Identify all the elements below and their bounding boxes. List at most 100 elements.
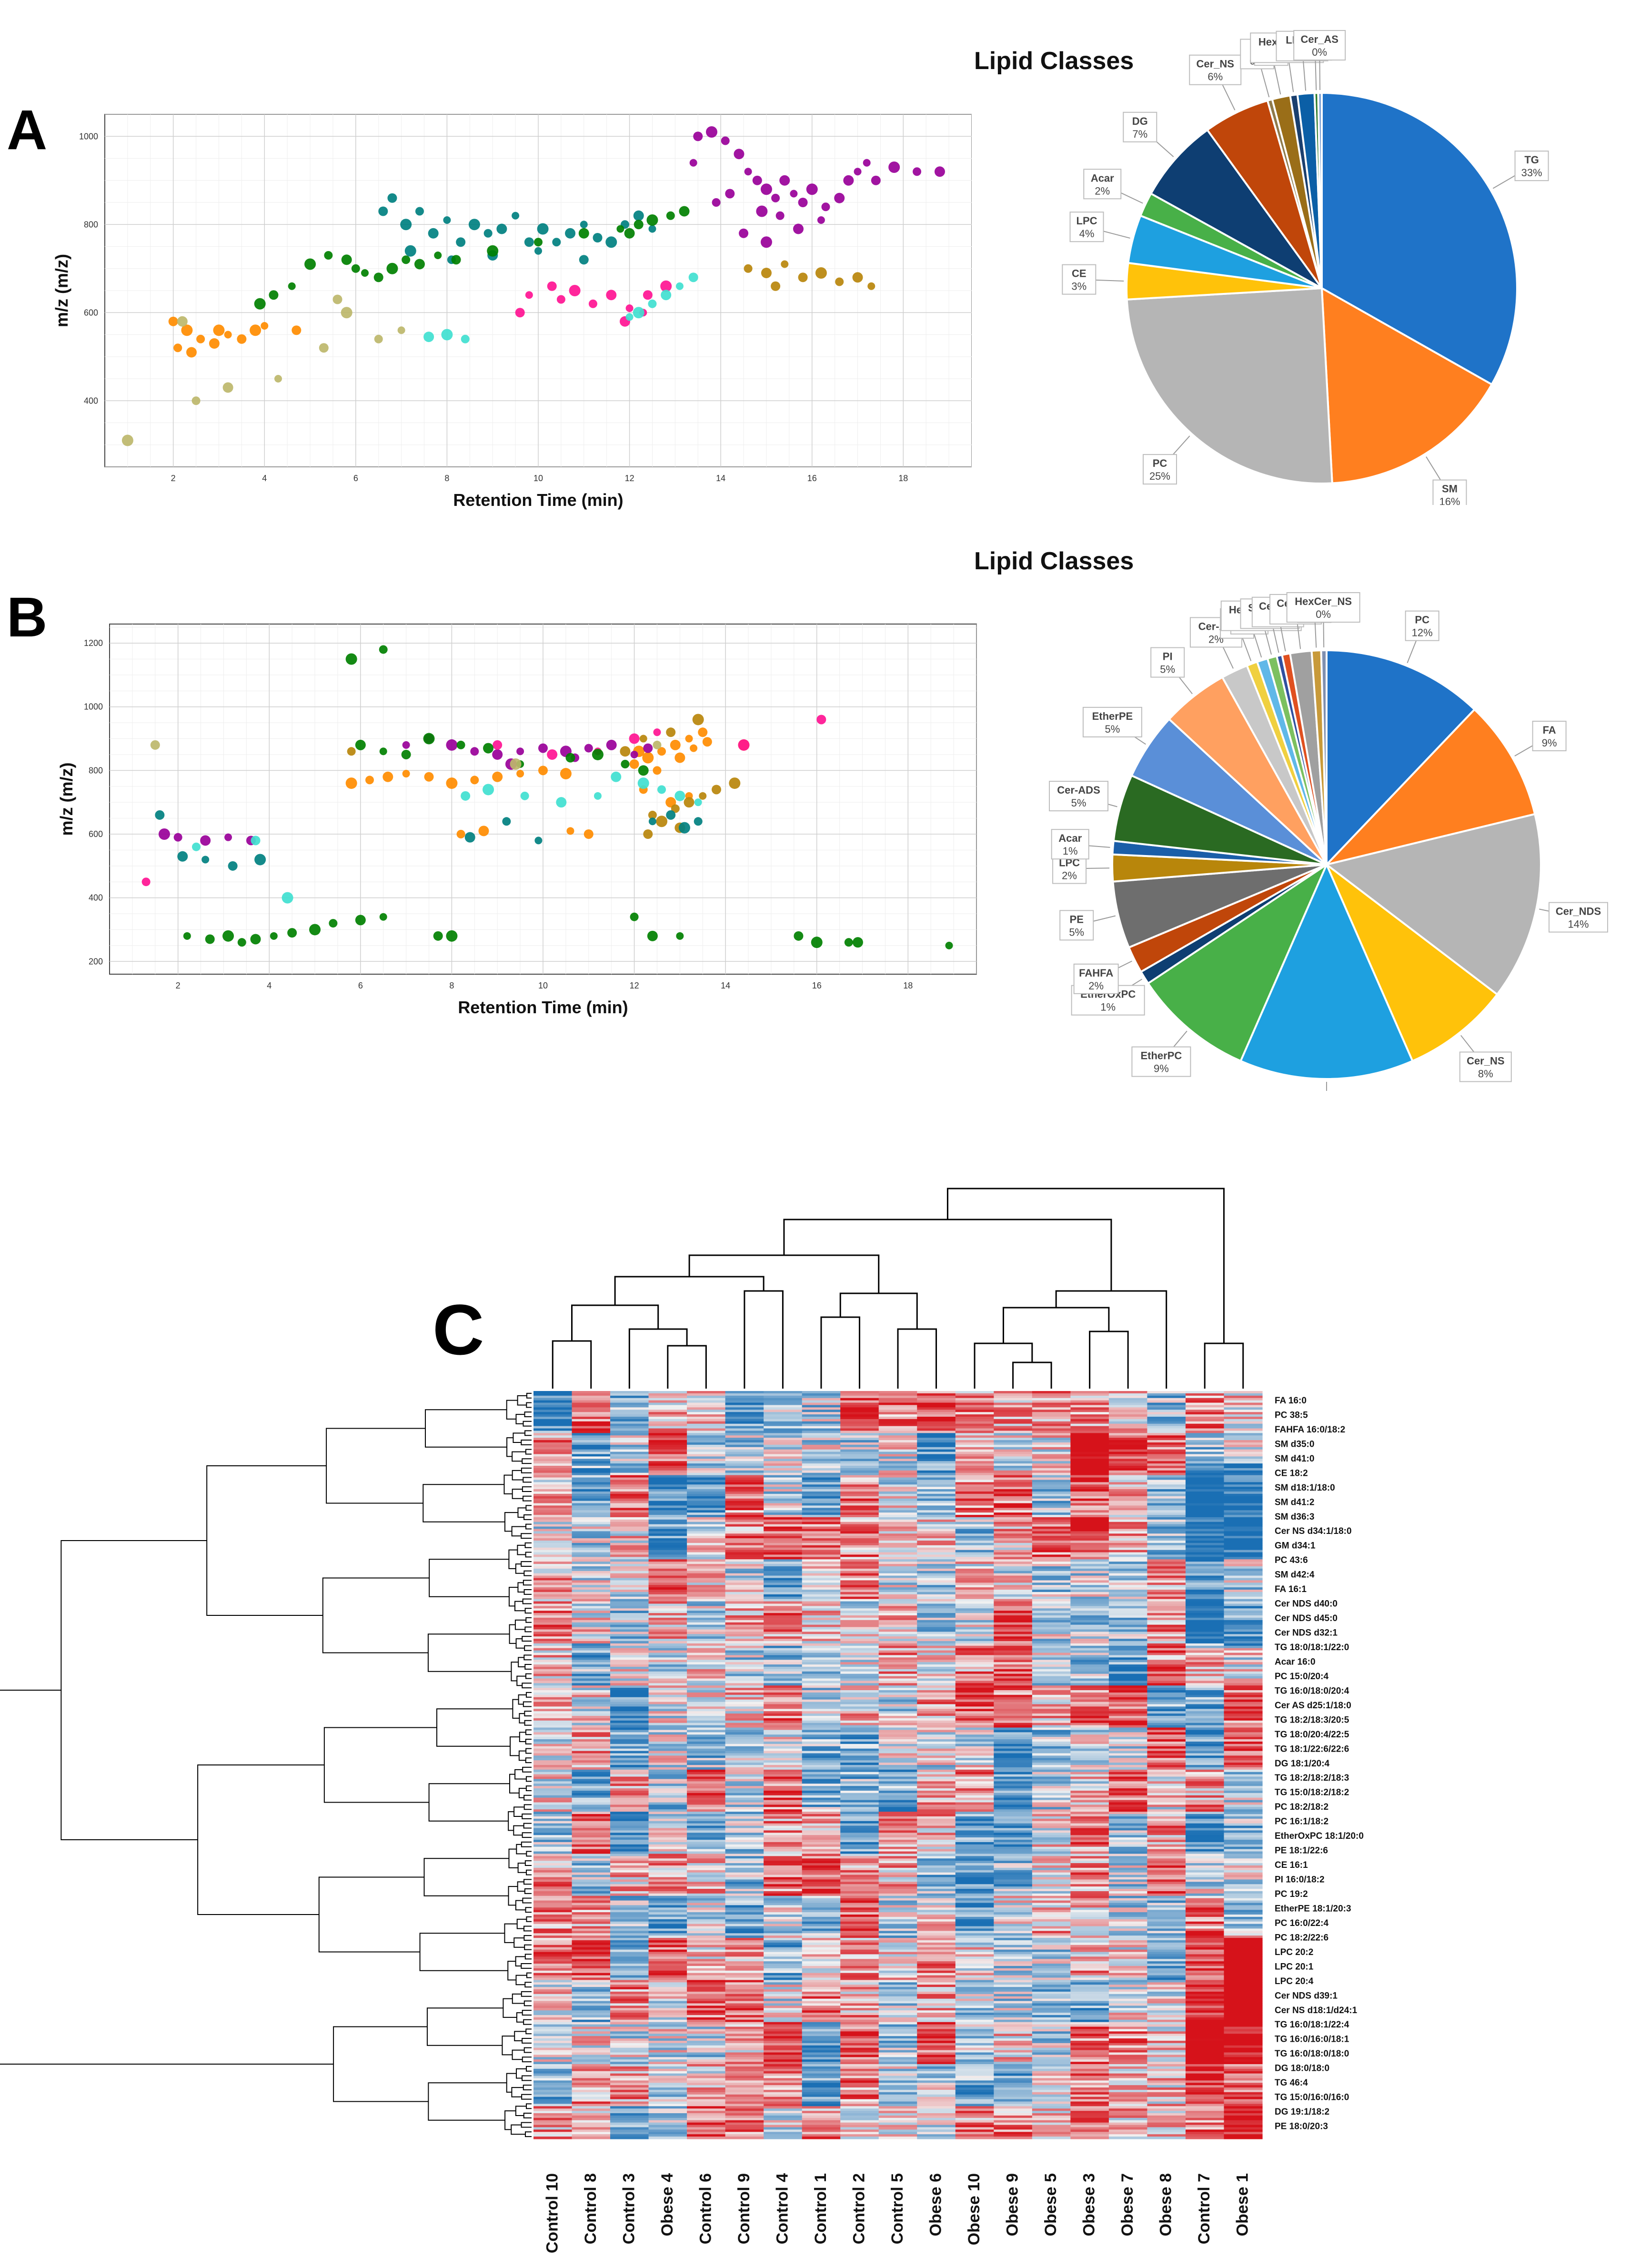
heatmap-cell bbox=[802, 1961, 841, 1964]
heatmap-cell bbox=[687, 1916, 726, 1920]
heatmap-cell bbox=[1032, 1797, 1071, 1801]
heatmap-cell bbox=[878, 1583, 917, 1585]
heatmap-cell bbox=[1032, 1660, 1071, 1663]
heatmap-cell bbox=[878, 1748, 917, 1752]
heatmap-cell bbox=[533, 1949, 573, 1953]
data-point-cer-ads bbox=[464, 832, 475, 843]
heatmap-cell bbox=[725, 1395, 764, 1399]
heatmap-cell bbox=[917, 1718, 956, 1721]
heatmap-cell bbox=[802, 1870, 841, 1873]
heatmap-cell bbox=[878, 1760, 917, 1763]
heatmap-cell bbox=[802, 1926, 841, 1929]
heatmap-cell bbox=[955, 1400, 994, 1403]
heatmap-cell bbox=[725, 1797, 764, 1801]
heatmap-cell bbox=[687, 1830, 726, 1833]
heatmap-cell bbox=[840, 1840, 879, 1843]
heatmap-cell bbox=[533, 2059, 573, 2062]
heatmap-cell bbox=[572, 1493, 611, 1497]
heatmap-cell bbox=[840, 1837, 879, 1840]
heatmap-cell bbox=[648, 1402, 687, 1406]
heatmap-cell bbox=[802, 1875, 841, 1878]
heatmap-cell bbox=[725, 1461, 764, 1464]
heatmap-cell bbox=[917, 1797, 956, 1801]
heatmap-cell bbox=[878, 1592, 917, 1595]
heatmap-cell bbox=[994, 2089, 1033, 2093]
heatmap-cell bbox=[878, 2026, 917, 2030]
heatmap-cell bbox=[878, 1487, 917, 1490]
heatmap-cell bbox=[725, 1475, 764, 1478]
heatmap-cell bbox=[533, 1550, 573, 1553]
heatmap-cell bbox=[917, 1477, 956, 1481]
heatmap-cell bbox=[533, 2031, 573, 2034]
heatmap-cell bbox=[533, 1454, 573, 1457]
heatmap-cell bbox=[994, 1410, 1033, 1412]
heatmap-cell bbox=[994, 2092, 1033, 2095]
heatmap-cell bbox=[994, 1400, 1033, 1403]
heatmap-cell bbox=[572, 1620, 611, 1623]
heatmap-cell bbox=[648, 1566, 687, 1569]
heatmap-cell bbox=[533, 1393, 573, 1396]
heatmap-cell bbox=[878, 2017, 917, 2020]
heatmap-cell bbox=[533, 1767, 573, 1770]
heatmap-cell bbox=[955, 1982, 994, 1985]
heatmap-cell bbox=[802, 2125, 841, 2128]
heatmap-cell bbox=[687, 1643, 726, 1646]
heatmap-cell bbox=[725, 1664, 764, 1667]
heatmap-cell bbox=[764, 1982, 803, 1985]
heatmap-cell bbox=[917, 1692, 956, 1695]
heatmap-cell bbox=[917, 1900, 956, 1904]
heatmap-cell bbox=[802, 1510, 841, 1513]
heatmap-cell bbox=[725, 1596, 764, 1600]
data-point-etherpc bbox=[355, 915, 366, 926]
heatmap-cell bbox=[764, 1564, 803, 1567]
heatmap-cell bbox=[648, 1954, 687, 1957]
heatmap-cell bbox=[764, 2115, 803, 2118]
heatmap-cell bbox=[610, 1915, 649, 1917]
heatmap-cell bbox=[955, 1487, 994, 1490]
heatmap-cell bbox=[994, 1886, 1033, 1889]
heatmap-cell bbox=[572, 1751, 611, 1754]
heatmap-cell bbox=[955, 1763, 994, 1765]
heatmap-cell bbox=[687, 1503, 726, 1506]
heatmap-cell bbox=[572, 1879, 611, 1882]
heatmap-cell bbox=[648, 2097, 687, 2100]
heatmap-cell bbox=[917, 1949, 956, 1953]
heatmap-cell bbox=[840, 1884, 879, 1887]
heatmap-cell bbox=[802, 1526, 841, 1530]
heatmap-cell bbox=[764, 1715, 803, 1719]
heatmap-cell bbox=[840, 1533, 879, 1536]
data-point-lpc bbox=[441, 329, 453, 341]
heatmap-cell bbox=[802, 1456, 841, 1459]
heatmap-cell bbox=[533, 1975, 573, 1978]
heatmap-cell bbox=[725, 1938, 764, 1941]
heatmap-cell bbox=[610, 2132, 649, 2135]
heatmap-cell bbox=[764, 2106, 803, 2109]
heatmap-cell bbox=[764, 1547, 803, 1551]
heatmap-cell bbox=[878, 2024, 917, 2027]
heatmap-cell bbox=[648, 1498, 687, 1502]
heatmap-cell bbox=[802, 2047, 841, 2051]
data-point-cer-ads bbox=[155, 810, 165, 820]
heatmap-cell bbox=[1032, 1529, 1071, 1532]
heatmap-cell bbox=[917, 1426, 956, 1429]
heatmap-cell bbox=[687, 1970, 726, 1974]
data-point-pc bbox=[643, 829, 653, 839]
heatmap-cell bbox=[917, 2122, 956, 2126]
heatmap-cell bbox=[572, 1830, 611, 1833]
heatmap-cell bbox=[840, 1596, 879, 1600]
data-point-pc-sm bbox=[579, 255, 589, 265]
slice-label-percent: 12% bbox=[1412, 627, 1433, 639]
heatmap-cell bbox=[917, 1603, 956, 1606]
heatmap-cell bbox=[840, 2137, 879, 2139]
heatmap-cell bbox=[994, 1536, 1033, 1539]
heatmap-cell bbox=[725, 1407, 764, 1410]
heatmap-cell bbox=[533, 1746, 573, 1749]
heatmap-cell bbox=[687, 1554, 726, 1557]
heatmap-cell bbox=[572, 1482, 611, 1485]
heatmap-cell bbox=[917, 1547, 956, 1551]
heatmap-cell bbox=[917, 1996, 956, 1999]
heatmap-cell bbox=[648, 2127, 687, 2130]
heatmap-cell bbox=[802, 2040, 841, 2044]
heatmap-cell bbox=[802, 1921, 841, 1925]
data-point-dg bbox=[414, 259, 425, 270]
